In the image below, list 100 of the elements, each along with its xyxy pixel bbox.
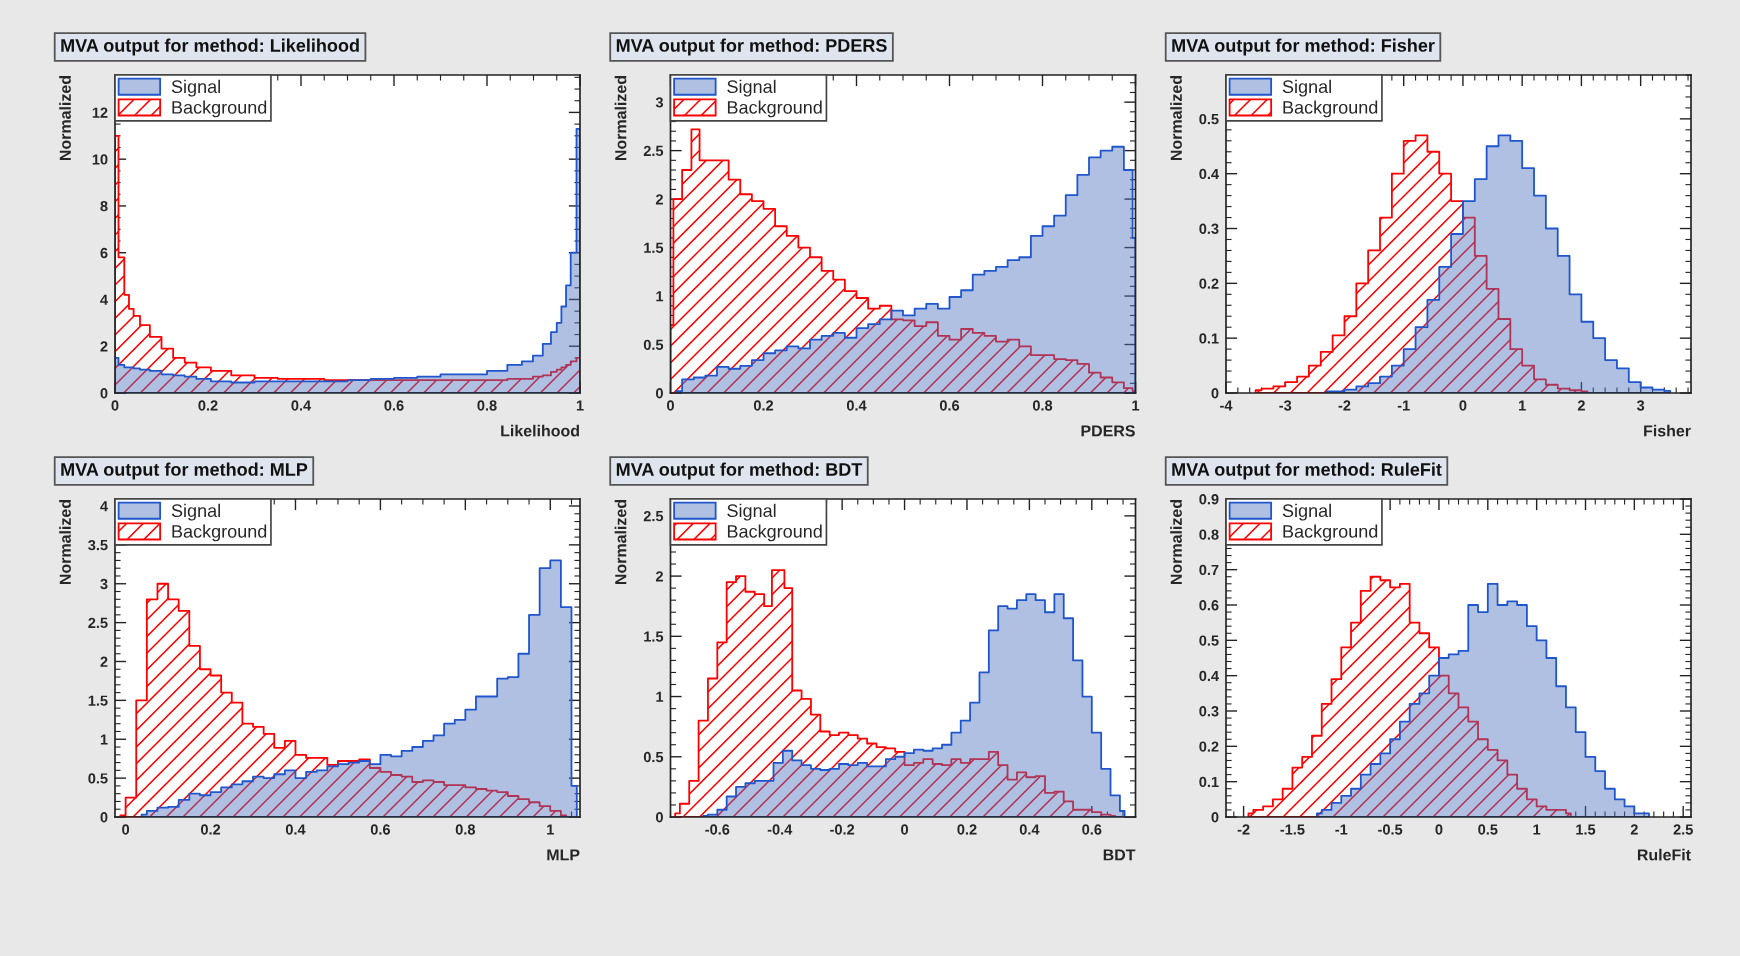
x-axis-title: PDERS (1081, 425, 1135, 437)
y-tick-label: 3 (100, 578, 108, 590)
x-tick-label: 0.6 (384, 400, 404, 411)
y-tick-label: 2.5 (88, 617, 108, 629)
y-tick-label: 2 (655, 194, 663, 205)
x-tick-label: -0.5 (1378, 824, 1403, 835)
x-tick-label: 0.8 (455, 824, 476, 835)
x-tick-label: 2.5 (1673, 824, 1693, 835)
y-tick-label: 0.8 (1199, 529, 1219, 540)
x-tick-label: 0.2 (957, 824, 977, 835)
x-tick-label: -0.2 (830, 824, 855, 835)
y-axis-title: Normalized (614, 500, 627, 585)
y-tick-label: 0.1 (1199, 333, 1219, 344)
y-tick-label: 6 (100, 247, 108, 259)
y-tick-label: 0.5 (643, 751, 664, 763)
legend-label: Signal (171, 503, 220, 521)
x-tick-label: 1 (1132, 400, 1140, 411)
chart-title: MVA output for method: RuleFit (1172, 462, 1442, 480)
x-axis-title: MLP (547, 849, 580, 861)
x-tick-label: 0.4 (291, 400, 312, 411)
y-axis-title: Normalized (614, 76, 627, 161)
legend-label: Background (1283, 524, 1378, 542)
y-tick-label: 0.2 (1199, 278, 1219, 289)
x-tick-label: -3 (1279, 400, 1292, 411)
x-tick-label: 0.2 (753, 400, 774, 411)
x-tick-label: 2 (1577, 400, 1585, 411)
chart-title: MVA output for method: PDERS (616, 38, 887, 56)
x-tick-label: 3 (1636, 400, 1645, 411)
y-tick-label: 0.3 (1199, 223, 1219, 234)
y-axis-title: Normalized (1170, 500, 1182, 585)
x-tick-label: 0.4 (285, 824, 306, 835)
y-tick-label: 0.6 (1199, 600, 1219, 611)
y-tick-label: 0.3 (1199, 706, 1219, 717)
legend-label: Signal (727, 79, 776, 97)
legend-label: Background (172, 524, 267, 542)
legend-label: Background (727, 100, 822, 118)
x-tick-label: 0 (111, 400, 119, 411)
y-tick-label: 8 (100, 201, 108, 212)
y-tick-label: 0.5 (1199, 113, 1219, 125)
x-tick-label: -0.4 (767, 824, 793, 835)
x-axis-title: BDT (1103, 849, 1136, 861)
y-tick-label: 1.5 (88, 695, 108, 706)
x-tick-label: 1.5 (1576, 824, 1596, 835)
y-tick-label: 1.5 (644, 242, 664, 253)
x-tick-label: 0.2 (200, 824, 221, 835)
x-tick-label: 0.4 (846, 400, 867, 411)
y-tick-label: 1 (100, 734, 108, 745)
y-tick-label: 0 (100, 812, 108, 823)
y-tick-label: 0.4 (1199, 168, 1219, 180)
y-axis-title: Normalized (1170, 76, 1182, 161)
y-tick-label: 4 (100, 501, 108, 512)
x-tick-label: 2 (1630, 824, 1638, 835)
legend-label: Signal (1282, 503, 1331, 521)
y-tick-label: 0 (656, 388, 663, 399)
x-tick-label: -1 (1335, 824, 1348, 835)
x-tick-label: -2 (1338, 400, 1351, 411)
legend-label: Background (1283, 100, 1378, 118)
chart-title: MVA output for method: Fisher (1172, 38, 1435, 56)
x-tick-label: 0.2 (198, 400, 218, 411)
x-tick-label: 0.6 (939, 400, 960, 411)
x-tick-label: 0.6 (1082, 824, 1102, 835)
y-tick-label: 4 (100, 294, 108, 305)
y-tick-label: 2 (655, 571, 663, 582)
x-tick-label: 1 (576, 400, 584, 411)
x-tick-label: -1.5 (1280, 824, 1305, 835)
x-tick-label: 0.8 (1032, 400, 1053, 411)
chart-title: MVA output for method: MLP (61, 462, 308, 480)
y-tick-label: 1.5 (644, 631, 664, 642)
chart-title: MVA output for method: BDT (616, 462, 863, 480)
legend-label: Background (727, 524, 822, 542)
y-tick-label: 0.5 (1199, 635, 1219, 646)
x-tick-label: -0.6 (705, 824, 730, 835)
y-tick-label: 0.1 (1199, 776, 1219, 788)
y-tick-label: 2 (100, 656, 108, 667)
y-axis-title: Normalized (59, 500, 71, 585)
x-tick-label: 0 (122, 824, 130, 835)
y-tick-label: 0.9 (1199, 494, 1219, 505)
x-tick-label: -2 (1237, 824, 1250, 835)
x-tick-label: 1 (1519, 400, 1526, 411)
y-tick-label: 0 (1211, 812, 1219, 823)
y-axis-title: Normalized (59, 76, 71, 161)
x-axis-title: Fisher (1644, 424, 1691, 437)
y-tick-label: 0.4 (1199, 670, 1219, 682)
x-axis-title: Likelihood (501, 424, 579, 437)
y-tick-label: 0.5 (643, 339, 664, 350)
y-tick-label: 12 (92, 107, 108, 118)
x-tick-label: 0 (1435, 824, 1443, 835)
x-tick-label: -1 (1397, 400, 1410, 411)
y-tick-label: 0.7 (1199, 564, 1219, 576)
chart-title: MVA output for method: Likelihood (61, 38, 359, 56)
y-tick-label: 1 (656, 691, 664, 702)
y-tick-label: 0.2 (1199, 741, 1219, 752)
legend-label: Signal (171, 79, 220, 97)
legend-label: Background (172, 100, 267, 118)
legend-label: Signal (727, 503, 776, 521)
x-tick-label: 0 (901, 824, 909, 835)
x-axis-title: RuleFit (1637, 848, 1691, 861)
x-tick-label: 1 (547, 824, 554, 835)
x-tick-label: 1 (1533, 824, 1541, 835)
y-tick-label: 0 (100, 388, 108, 399)
